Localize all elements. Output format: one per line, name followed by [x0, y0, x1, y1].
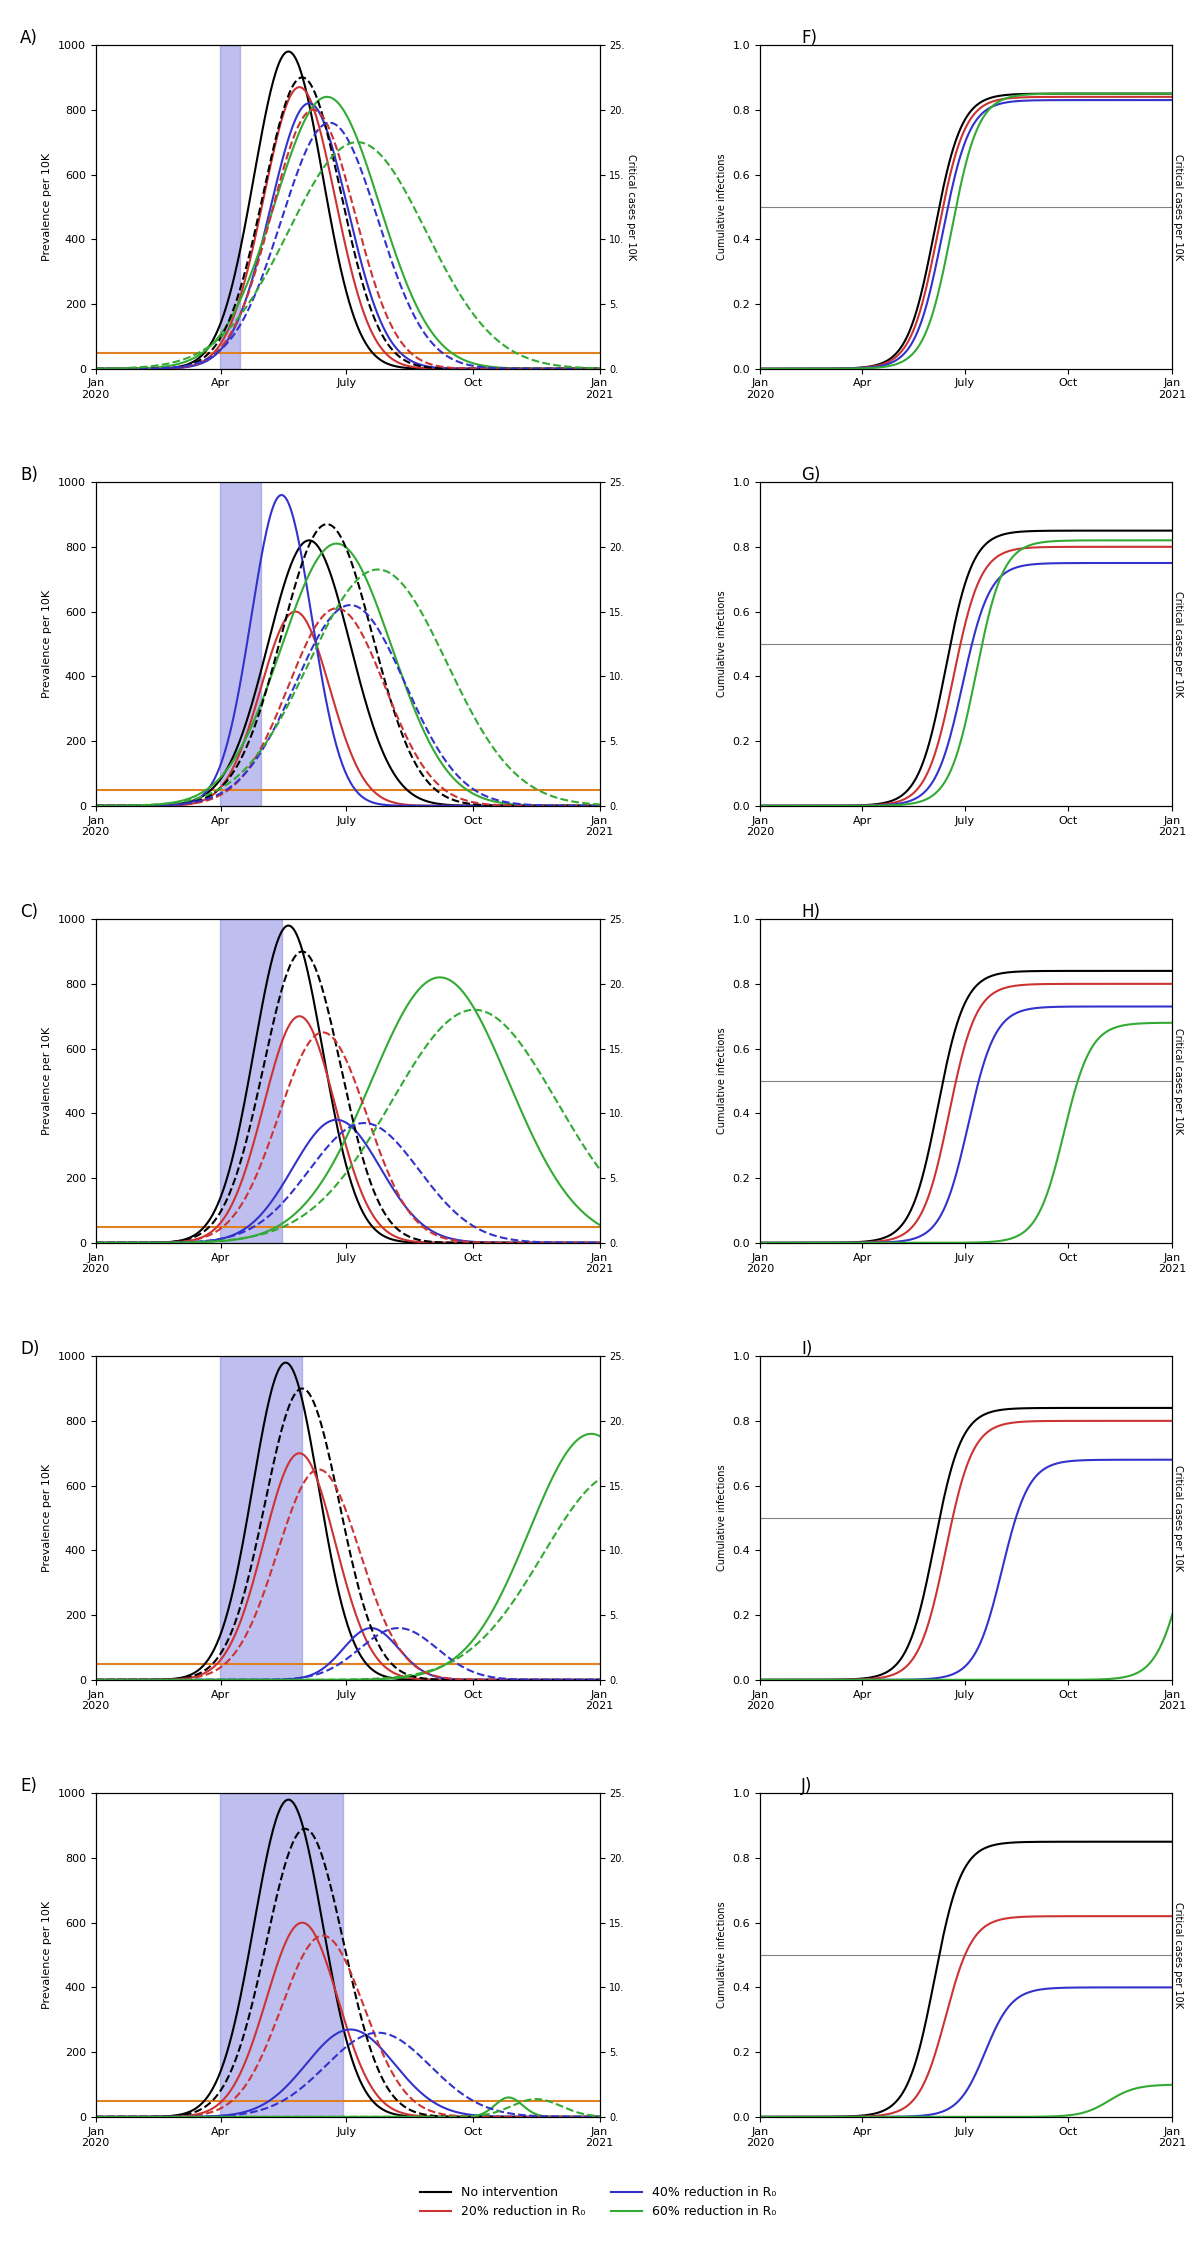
Text: J): J) [801, 1777, 812, 1795]
Text: B): B) [20, 466, 38, 484]
Text: E): E) [20, 1777, 37, 1795]
Text: F): F) [801, 29, 817, 47]
Y-axis label: Critical cases per 10K: Critical cases per 10K [1173, 1466, 1183, 1572]
Text: A): A) [20, 29, 38, 47]
Y-axis label: Cumulative infections: Cumulative infections [716, 1027, 727, 1135]
Legend: No intervention, 20% reduction in R₀, 40% reduction in R₀, 60% reduction in R₀: No intervention, 20% reduction in R₀, 40… [415, 2180, 781, 2223]
Y-axis label: Cumulative infections: Cumulative infections [716, 153, 727, 261]
Y-axis label: Prevalence per 10K: Prevalence per 10K [42, 153, 53, 261]
Y-axis label: Prevalence per 10K: Prevalence per 10K [42, 1901, 53, 2009]
Y-axis label: Critical cases per 10K: Critical cases per 10K [626, 153, 636, 259]
Y-axis label: Cumulative infections: Cumulative infections [716, 1464, 727, 1572]
Y-axis label: Prevalence per 10K: Prevalence per 10K [42, 590, 53, 698]
Bar [220, 1793, 343, 2117]
Y-axis label: Prevalence per 10K: Prevalence per 10K [42, 1464, 53, 1572]
Text: C): C) [20, 903, 38, 921]
Text: H): H) [801, 903, 820, 921]
Y-axis label: Critical cases per 10K: Critical cases per 10K [1173, 1903, 1183, 2009]
Y-axis label: Prevalence per 10K: Prevalence per 10K [42, 1027, 53, 1135]
Y-axis label: Critical cases per 10K: Critical cases per 10K [1173, 153, 1183, 259]
Bar [220, 1356, 303, 1680]
Bar [220, 919, 281, 1243]
Bar [220, 45, 240, 369]
Y-axis label: Cumulative infections: Cumulative infections [716, 590, 727, 698]
Text: G): G) [801, 466, 820, 484]
Text: D): D) [20, 1340, 39, 1358]
Y-axis label: Critical cases per 10K: Critical cases per 10K [1173, 1027, 1183, 1135]
Text: I): I) [801, 1340, 812, 1358]
Y-axis label: Cumulative infections: Cumulative infections [716, 1901, 727, 2009]
Bar [220, 482, 261, 806]
Y-axis label: Critical cases per 10K: Critical cases per 10K [1173, 590, 1183, 696]
